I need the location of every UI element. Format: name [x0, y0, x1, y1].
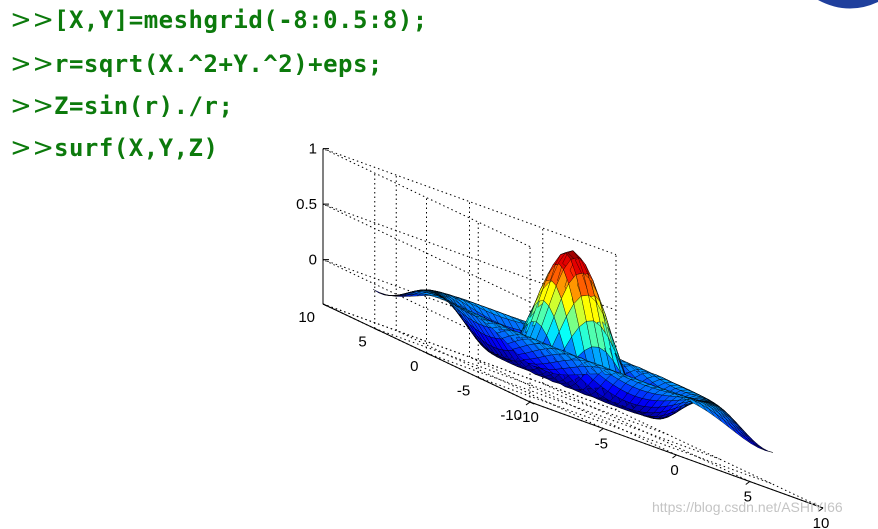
x-tick-label: -10: [517, 409, 539, 426]
x-tick-label: 0: [670, 462, 678, 479]
command-text: [X,Y]=meshgrid(-8:0.5:8);: [54, 6, 428, 34]
prompt-icon: >>: [10, 5, 55, 35]
watermark-text: https://blog.csdn.net/ASHIYI66: [652, 499, 843, 515]
tick-labels: -10 -5 0 5 10 -10 -5 0 5 10 0 0.5 1: [296, 141, 829, 529]
command-line-2: >> r=sqrt(X.^2+Y.^2)+eps;: [10, 46, 383, 82]
x-tick-mark: [745, 481, 751, 485]
command-line-1: >> [X,Y]=meshgrid(-8:0.5:8);: [10, 2, 428, 38]
command-line-4: >> surf(X,Y,Z): [10, 130, 218, 166]
y-tick-label: -10: [500, 407, 522, 424]
x-tick-label: 10: [813, 515, 830, 529]
z-tick-label: 1: [309, 141, 317, 158]
y-tick-mark: [478, 377, 483, 380]
prompt-icon: >>: [10, 49, 55, 79]
x-tick-mark: [598, 428, 604, 432]
x-tick-mark: [525, 401, 531, 406]
y-tick-mark: [374, 328, 379, 331]
prompt-icon: >>: [10, 133, 55, 163]
y-tick-mark: [322, 303, 328, 307]
x-tick-label: 5: [744, 489, 752, 506]
command-text: r=sqrt(X.^2+Y.^2)+eps;: [54, 50, 383, 78]
prompt-icon: >>: [10, 91, 55, 121]
command-text: Z=sin(r)./r;: [54, 92, 234, 120]
z-tick-label: 0.5: [296, 196, 317, 213]
surface-mesh: [372, 250, 774, 453]
command-text: surf(X,Y,Z): [54, 134, 219, 162]
y-tick-label: -5: [457, 383, 470, 400]
x-tick-mark: [818, 507, 824, 512]
z-tick-label: 0: [309, 252, 317, 269]
y-tick-label: 5: [358, 334, 366, 351]
corner-decoration: [818, 0, 878, 9]
x-tick-label: -5: [595, 436, 608, 453]
y-tick-mark: [529, 401, 535, 405]
y-tick-label: 10: [298, 309, 315, 326]
y-tick-mark: [426, 352, 431, 356]
plot-axes: [322, 148, 824, 512]
command-line-3: >> Z=sin(r)./r;: [10, 88, 233, 124]
y-tick-label: 0: [410, 358, 418, 375]
surface-patch: [760, 447, 774, 453]
x-tick-mark: [672, 454, 677, 459]
